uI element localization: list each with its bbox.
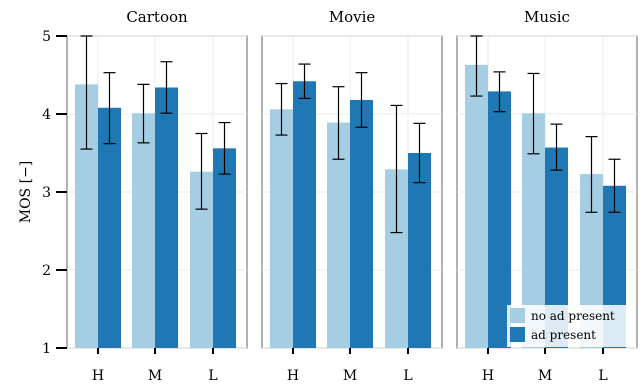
x-tick-label: M (148, 368, 162, 384)
bar-no-ad-present-M (132, 113, 155, 348)
y-tick-label: 5 (42, 29, 51, 45)
bar-ad-present-M (155, 87, 178, 348)
panel-title: Movie (329, 8, 376, 26)
legend-box (507, 305, 635, 347)
bar-ad-present-L (408, 153, 431, 348)
error-bar (550, 123, 563, 171)
error-bar (585, 136, 598, 213)
panel-0: Cartoon H M L (66, 8, 248, 384)
y-tick-label: 3 (42, 185, 51, 201)
bar-no-ad-present-H (75, 84, 98, 349)
bar-no-ad-present-L (190, 171, 213, 348)
panel-1: Movie H M L (261, 8, 443, 384)
y-tick-label: 1 (42, 341, 51, 357)
x-tick-label: L (598, 368, 607, 384)
bar-ad-present-L (213, 148, 236, 348)
error-bar (298, 63, 311, 100)
error-bar (608, 158, 621, 213)
x-tick-label: L (403, 368, 412, 384)
error-bar (332, 86, 345, 160)
y-tick-label: 2 (42, 263, 51, 279)
bar-ad-present-M (545, 147, 568, 348)
bar-ad-present-M (350, 99, 373, 349)
error-bar (413, 122, 426, 184)
y-axis-label: MOS [−] (18, 161, 34, 224)
panel-2: Music H M L (456, 8, 638, 384)
error-bar (195, 132, 208, 210)
error-bar (103, 72, 116, 145)
bar-ad-present-H (293, 81, 316, 349)
error-bar (493, 71, 506, 113)
bar-no-ad-present-M (522, 113, 545, 348)
error-bar (470, 35, 483, 97)
x-tick-label: H (92, 368, 104, 384)
legend-swatch (510, 308, 525, 323)
x-tick-label: M (343, 368, 357, 384)
x-tick-label: L (208, 368, 217, 384)
bar-ad-present-H (488, 91, 511, 348)
panel-title: Music (524, 8, 570, 26)
error-bar (275, 82, 288, 136)
x-tick-label: H (482, 368, 494, 384)
error-bar (218, 121, 231, 175)
bar-no-ad-present-H (270, 109, 293, 348)
bar-no-ad-present-H (465, 64, 488, 349)
legend-label: no ad present (531, 309, 615, 323)
legend-label: ad present (531, 328, 596, 342)
bar-no-ad-present-L (385, 169, 408, 348)
error-bar (80, 35, 93, 150)
y-tick-label: 4 (42, 107, 51, 123)
bar-no-ad-present-M (327, 122, 350, 348)
error-bar (355, 72, 368, 128)
bar-no-ad-present-L (580, 174, 603, 348)
x-tick-label: H (287, 368, 299, 384)
legend-swatch (510, 327, 525, 342)
bar-ad-present-H (98, 107, 121, 348)
x-tick-label: M (538, 368, 552, 384)
error-bar (160, 61, 173, 114)
error-bar (137, 83, 150, 144)
error-bar (390, 104, 403, 234)
panel-title: Cartoon (126, 8, 188, 26)
error-bar (527, 72, 540, 155)
